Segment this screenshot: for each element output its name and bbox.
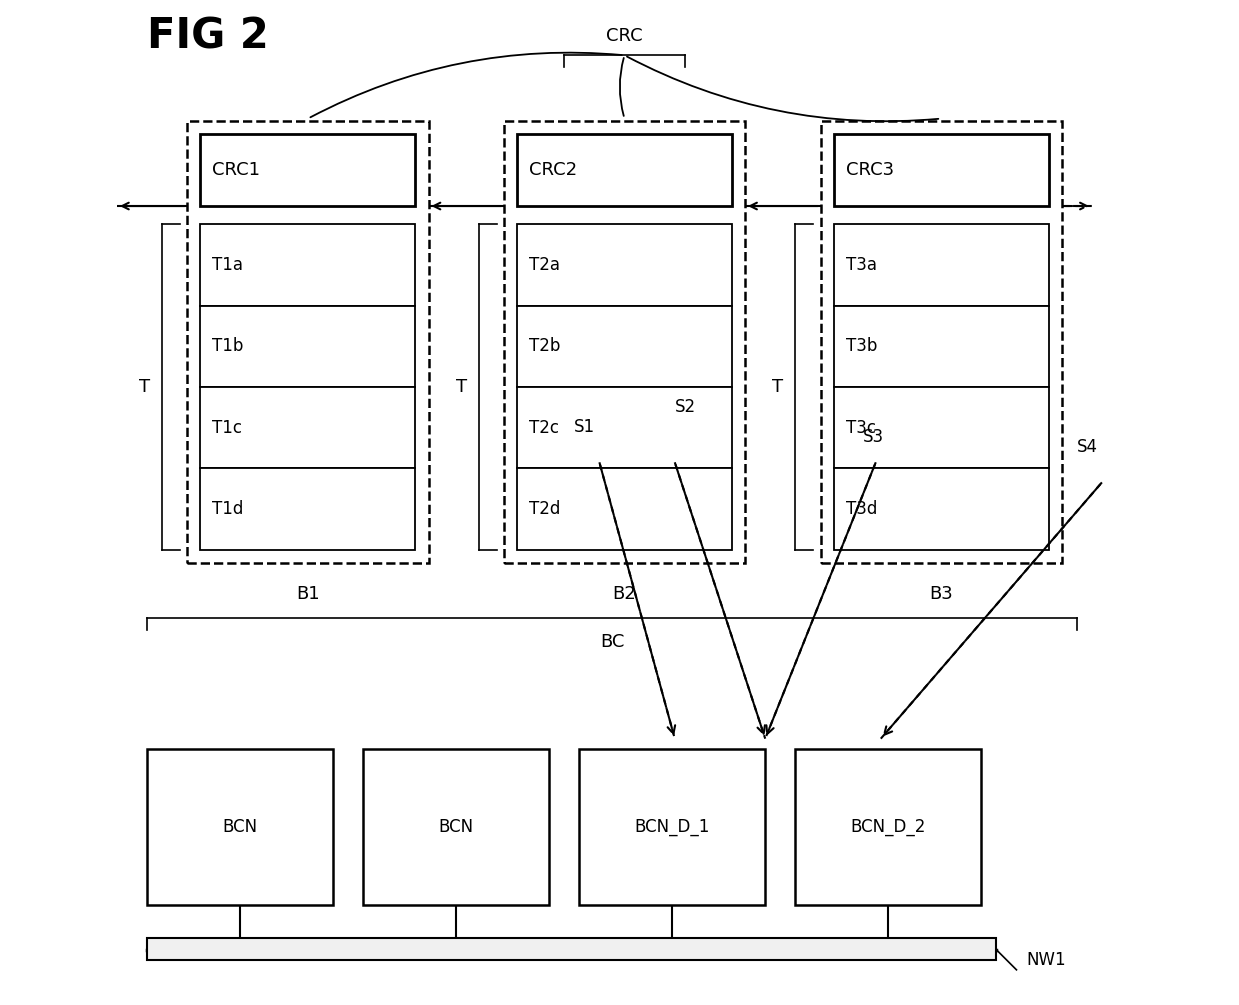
Text: T3b: T3b	[846, 338, 877, 355]
Bar	[504, 121, 745, 563]
Bar	[201, 468, 415, 550]
Text: S3: S3	[862, 428, 883, 446]
Text: T1a: T1a	[212, 256, 244, 273]
Bar	[517, 224, 732, 306]
Bar	[201, 306, 415, 387]
Text: B3: B3	[929, 585, 953, 603]
Text: T2a: T2a	[529, 256, 560, 273]
Bar	[363, 749, 549, 904]
Bar	[517, 468, 732, 550]
Bar	[834, 387, 1048, 468]
Bar	[834, 468, 1048, 550]
Bar	[201, 134, 415, 206]
Text: BCN: BCN	[223, 818, 258, 835]
Text: CRC: CRC	[606, 27, 643, 45]
Bar	[834, 224, 1048, 306]
Bar	[517, 134, 732, 206]
Bar	[834, 134, 1048, 206]
Text: B1: B1	[296, 585, 320, 603]
Bar	[201, 224, 415, 306]
Bar	[201, 387, 415, 468]
Bar	[795, 749, 981, 904]
Text: CRC2: CRC2	[529, 161, 577, 179]
Bar	[187, 121, 429, 563]
Bar	[580, 749, 766, 904]
Text: T: T	[772, 378, 783, 396]
Text: CRC1: CRC1	[212, 161, 260, 179]
Text: BCN: BCN	[439, 818, 473, 835]
Text: B2: B2	[612, 585, 637, 603]
Text: BC: BC	[600, 633, 624, 651]
Bar	[834, 306, 1048, 387]
Text: T2b: T2b	[529, 338, 560, 355]
Text: S1: S1	[574, 418, 596, 436]
Text: FIG 2: FIG 2	[147, 15, 269, 57]
Bar	[820, 121, 1062, 563]
Text: T3d: T3d	[846, 500, 877, 518]
Text: CRC3: CRC3	[846, 161, 893, 179]
Bar	[147, 749, 333, 904]
Text: T3a: T3a	[846, 256, 877, 273]
Text: T2c: T2c	[529, 419, 559, 436]
Text: NW1: NW1	[1027, 951, 1066, 969]
Text: S4: S4	[1077, 438, 1098, 456]
Text: T3c: T3c	[846, 419, 876, 436]
Text: T2d: T2d	[529, 500, 560, 518]
Bar	[517, 387, 732, 468]
Bar	[147, 938, 996, 960]
Text: T: T	[456, 378, 467, 396]
Text: BCN_D_2: BCN_D_2	[851, 818, 926, 835]
Text: T1c: T1c	[212, 419, 243, 436]
Bar	[517, 306, 732, 387]
Text: T1b: T1b	[212, 338, 244, 355]
Text: S2: S2	[675, 398, 696, 416]
Text: BCN_D_1: BCN_D_1	[634, 818, 710, 835]
Text: T: T	[139, 378, 150, 396]
Text: T1d: T1d	[212, 500, 244, 518]
